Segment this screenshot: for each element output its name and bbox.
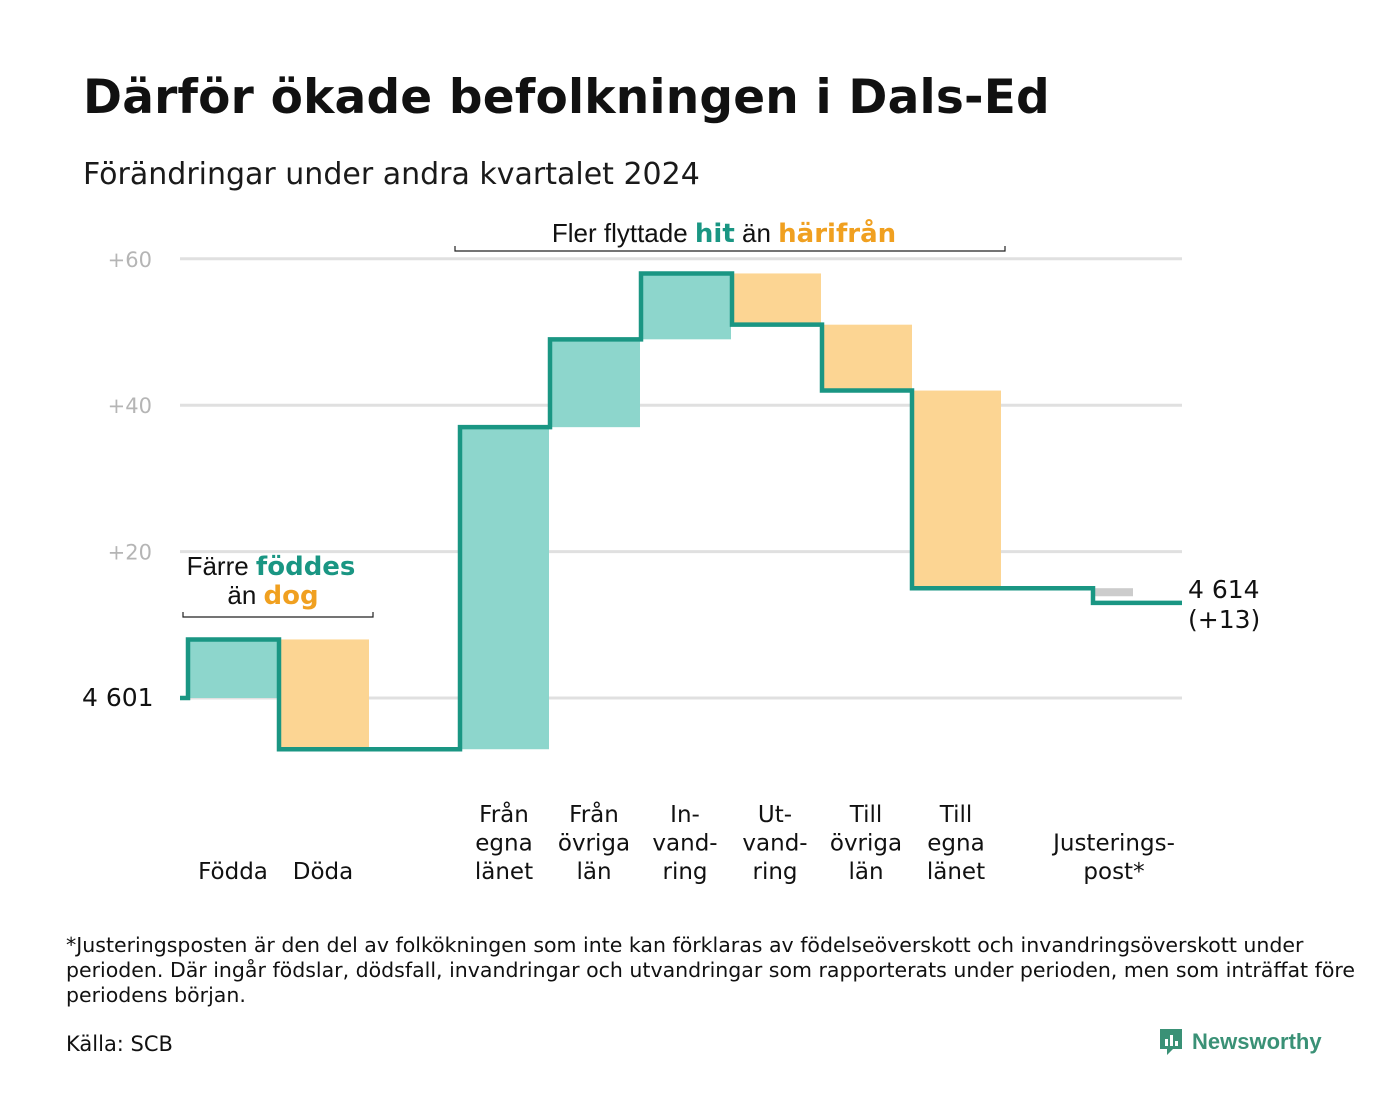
category-label: län [576, 859, 611, 885]
waterfall-bar [460, 427, 549, 750]
logo-text: Newsworthy [1192, 1029, 1322, 1054]
annotation-foddes: föddes [256, 552, 356, 582]
end-value-label: 4 614 [1188, 575, 1260, 604]
category-label: Födda [198, 859, 268, 885]
waterfall-bar [1093, 588, 1133, 597]
category-label: Ut- [758, 802, 792, 828]
waterfall-bar [188, 639, 278, 698]
waterfall-bar [732, 273, 821, 325]
annotation-hit: hit [695, 219, 735, 249]
category-label: Från [569, 800, 619, 828]
category-label: länet [475, 859, 533, 885]
annotation-text: än [735, 218, 778, 248]
category-label: övriga [558, 831, 630, 857]
category-label: vand- [742, 831, 807, 857]
annotation-births-line2: än dog [227, 580, 318, 611]
footnote: *Justeringsposten är den del av folkökni… [66, 933, 1355, 1007]
source-label: Källa: SCB [66, 1032, 173, 1056]
category-label: ring [752, 859, 797, 885]
annotation-dog: dog [264, 581, 319, 611]
category-label: egna [475, 831, 532, 857]
category-label: post* [1083, 859, 1144, 885]
annotation-migration: Fler flyttade hit än härifrån [552, 217, 896, 249]
category-label: övriga [830, 831, 902, 857]
annotation-text: än [227, 580, 263, 610]
category-label: Döda [293, 859, 353, 885]
category-label: In- [670, 802, 700, 828]
newsworthy-chart-icon [1160, 1029, 1182, 1055]
category-label: län [848, 859, 883, 885]
waterfall-bar [641, 273, 731, 340]
chart-title: Därför ökade befolkningen i Dals-Ed [83, 70, 1050, 125]
y-tick-label: +20 [108, 541, 152, 565]
category-label: Till [849, 802, 883, 828]
y-tick-label: +60 [108, 248, 152, 272]
annotation-births-line1: Färre föddes [187, 551, 356, 582]
waterfall-bar [550, 339, 640, 428]
annotation-bracket [182, 612, 374, 618]
category-label: Från [479, 800, 529, 828]
waterfall-step-line [180, 271, 1182, 752]
annotation-text: Färre [187, 551, 256, 581]
waterfall-bar [912, 390, 1001, 589]
annotation-harifran: härifrån [778, 217, 896, 249]
y-tick-label: +40 [108, 394, 152, 418]
annotation-text: Fler flyttade [552, 218, 695, 248]
chart-subtitle: Förändringar under andra kvartalet 2024 [83, 157, 700, 192]
category-label: vand- [652, 831, 717, 857]
category-label: länet [927, 859, 985, 885]
annotation-bracket [454, 246, 1006, 252]
category-label: ring [662, 859, 707, 885]
waterfall-bar [279, 639, 369, 750]
newsworthy-logo: Newsworthy [1158, 1027, 1322, 1057]
start-value-label: 4 601 [82, 683, 154, 712]
waterfall-bar [822, 324, 912, 391]
category-label: Justerings- [1051, 831, 1175, 857]
category-label: Till [939, 802, 973, 828]
end-change-label: (+13) [1188, 605, 1260, 634]
category-label: egna [927, 831, 984, 857]
